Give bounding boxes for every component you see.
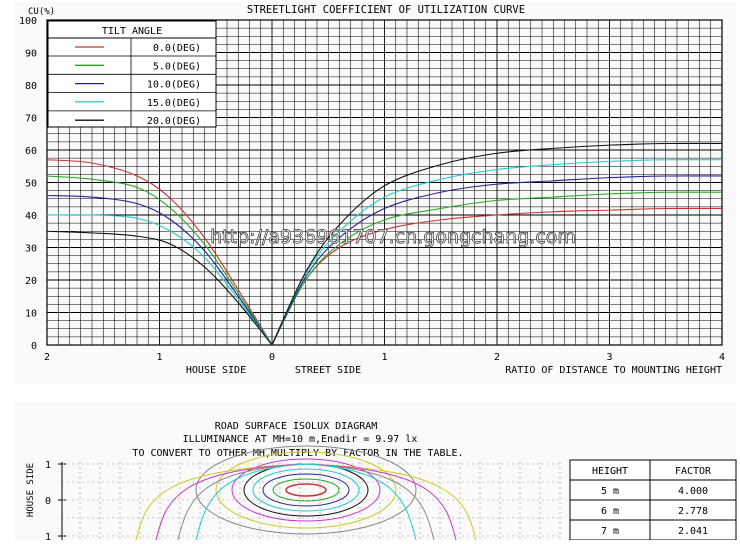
cu-series-line-house-0	[46, 159, 273, 346]
isolux-y-tick: 0	[45, 496, 51, 507]
street-side-label: STREET SIDE	[295, 365, 361, 376]
legend-label: 10.0(DEG)	[147, 80, 201, 91]
isolux-contours	[135, 445, 477, 541]
isolux-contour	[272, 478, 340, 502]
cu-series-line-street-1	[271, 191, 723, 346]
watermark: http://a936961707.cn.gongchang.com	[210, 226, 576, 248]
isolux-y-tick: 1	[45, 460, 51, 471]
x-tick-label: 2	[494, 352, 500, 363]
y-tick-label: 20	[25, 276, 37, 287]
table-header: FACTOR	[675, 466, 712, 477]
isolux-outer-contour	[195, 463, 417, 541]
cu-series-line-house-2	[46, 194, 273, 346]
cu-series-line-house-3	[46, 214, 273, 346]
x-tick-label: 1	[156, 352, 162, 363]
y-tick-label: 70	[25, 114, 37, 125]
x-tick-label: 3	[606, 352, 612, 363]
cu-chart-legend: TILT ANGLE 0.0(DEG) 5.0(DEG) 10.0(DEG) 15.0…	[47, 20, 217, 128]
isolux-ylabel: HOUSE SIDE	[26, 463, 36, 517]
y-tick-label: 50	[25, 179, 37, 190]
isolux-contour	[215, 451, 397, 529]
y-tick-label: 0	[31, 341, 37, 352]
table-cell: 2.041	[678, 526, 708, 537]
table-cell: 6 m	[601, 506, 619, 517]
x-tick-label: 2	[44, 352, 50, 363]
x-tick-label: 1	[381, 352, 387, 363]
house-side-label: HOUSE SIDE	[186, 365, 246, 376]
table-cell: 4.000	[678, 486, 708, 497]
y-tick-label: 90	[25, 49, 37, 60]
legend-label: 5.0(DEG)	[153, 61, 201, 72]
y-tick-label: 40	[25, 211, 37, 222]
y-tick-label: 80	[25, 81, 37, 92]
cu-chart-grid	[46, 19, 723, 346]
isolux-contour	[195, 445, 417, 535]
cu-chart-xlabel: RATIO OF DISTANCE TO MOUNTING HEIGHT	[505, 365, 722, 376]
isolux-title: ROAD SURFACE ISOLUX DIAGRAM	[215, 421, 378, 432]
isolux-note: TO CONVERT TO OTHER MH,MULTIPLY BY FACTO…	[132, 448, 463, 459]
legend-label: 15.0(DEG)	[147, 98, 201, 109]
cu-chart-series	[46, 142, 723, 346]
x-tick-label: 4	[719, 352, 725, 363]
table-cell: 5 m	[601, 486, 619, 497]
table-cell: 2.778	[678, 506, 708, 517]
cu-series-line-street-2	[271, 175, 723, 346]
isolux-contour	[285, 483, 327, 497]
isolux-y-tick: 1	[45, 532, 51, 540]
cu-chart-axes	[46, 19, 723, 346]
cu-chart-title: STREETLIGHT COEFFICIENT OF UTILIZATION C…	[247, 4, 525, 16]
y-tick-label: 30	[25, 244, 37, 255]
cu-series-line-street-3	[271, 159, 723, 346]
legend-title: TILT ANGLE	[102, 26, 162, 37]
isolux-contour	[252, 468, 360, 512]
factor-table: HEIGHT FACTOR 5 m 4.000 6 m 2.778 7 m 2.041	[569, 459, 737, 541]
table-header: HEIGHT	[592, 466, 628, 477]
cu-chart-ylabel: CU(%)	[28, 7, 55, 17]
cu-series-line-house-1	[46, 175, 273, 346]
table-cell: 7 m	[601, 526, 619, 537]
isolux-contour	[262, 473, 350, 507]
y-tick-label: 100	[19, 16, 37, 27]
x-tick-label: 0	[269, 352, 275, 363]
cu-series-line-street-4	[271, 142, 723, 346]
cu-series-line-house-4	[46, 230, 273, 346]
isolux-contour	[231, 458, 381, 522]
legend-label: 20.0(DEG)	[147, 116, 201, 127]
y-tick-label: 10	[25, 309, 37, 320]
isolux-subtitle: ILLUMINANCE AT MH=10 m,Enadir = 9.97 lx	[183, 434, 418, 445]
legend-label: 0.0(DEG)	[153, 43, 201, 54]
y-tick-label: 60	[25, 146, 37, 157]
